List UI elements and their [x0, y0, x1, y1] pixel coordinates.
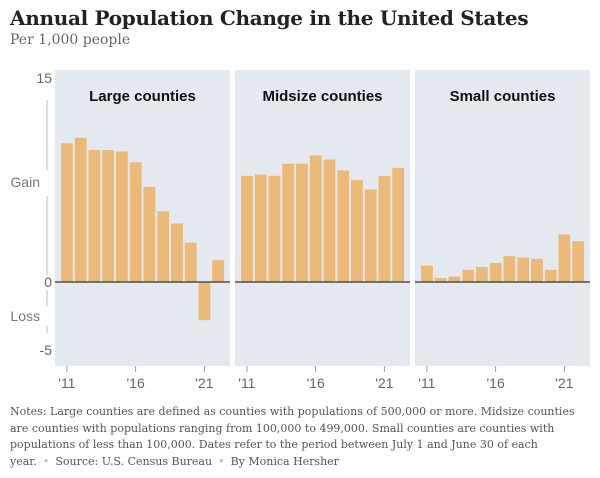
population-change-chart: 15 0 -5 Gain Loss Large counties '11 '16 '21 Mids…: [10, 70, 590, 391]
bar-large-counties-2015: [116, 151, 128, 282]
bar-large-counties-2012: [74, 137, 87, 282]
bar-large-counties-2021: [198, 282, 211, 321]
bar-large-counties-2014: [102, 150, 115, 282]
bar-small-counties-2018: [517, 257, 530, 282]
bar-small-counties-2019: [531, 258, 543, 282]
panel-title-3: Small counties: [450, 88, 556, 105]
panel-title-2: Midsize counties: [262, 88, 382, 105]
bar-midsize-counties-2012: [254, 174, 267, 282]
bar-large-counties-2016: [129, 162, 142, 282]
bar-small-counties-2022: [572, 241, 585, 282]
bar-midsize-counties-2013: [268, 175, 281, 282]
x-tick-label: '16: [487, 375, 505, 391]
x-tick-label: '21: [555, 375, 573, 391]
x-tick-label: '11: [238, 375, 255, 391]
bar-large-counties-2013: [88, 150, 101, 282]
bar-midsize-counties-2022: [392, 167, 405, 282]
bar-small-counties-2012: [434, 277, 447, 282]
bar-small-counties-2013: [448, 276, 461, 282]
chart-subtitle: Per 1,000 people: [10, 32, 131, 48]
bar-midsize-counties-2018: [337, 170, 350, 282]
x-tick-label: '11: [418, 375, 435, 391]
bar-midsize-counties-2020: [364, 189, 377, 282]
y-tick-label: 0: [44, 274, 52, 290]
y-tick-label: -5: [40, 342, 53, 358]
bar-small-counties-2016: [489, 263, 502, 282]
bar-midsize-counties-2014: [282, 163, 295, 282]
bar-small-counties-2015: [476, 267, 488, 282]
chart-title: Annual Population Change in the United S…: [10, 6, 529, 30]
bar-midsize-counties-2016: [309, 155, 322, 282]
notes-text: Notes: Large counties are defined as cou…: [10, 405, 575, 468]
chart-notes: Notes: Large counties are defined as cou…: [10, 404, 592, 470]
x-tick-label: '21: [375, 375, 393, 391]
bar-large-counties-2018: [157, 211, 170, 282]
bar-large-counties-2020: [184, 242, 197, 282]
bar-midsize-counties-2015: [296, 163, 308, 282]
separator-dot-icon: •: [218, 454, 225, 468]
bar-midsize-counties-2021: [378, 175, 391, 282]
bar-large-counties-2017: [143, 186, 156, 282]
bar-small-counties-2017: [503, 256, 516, 282]
bar-midsize-counties-2011: [241, 175, 253, 282]
bar-small-counties-2020: [544, 269, 557, 282]
x-tick-label: '16: [307, 375, 325, 391]
byline-text: By Monica Hersher: [230, 454, 339, 468]
loss-label: Loss: [10, 308, 40, 324]
panel-background-3: [415, 70, 590, 366]
bar-large-counties-2019: [171, 223, 183, 282]
x-tick-label: '21: [195, 375, 213, 391]
bar-midsize-counties-2017: [323, 159, 336, 282]
y-tick-label: 15: [36, 70, 52, 86]
bar-small-counties-2014: [462, 269, 475, 282]
source-text: Source: U.S. Census Bureau: [55, 454, 213, 468]
bar-midsize-counties-2019: [351, 180, 363, 282]
separator-dot-icon: •: [42, 454, 50, 468]
panel-title-1: Large counties: [89, 88, 196, 105]
gain-label: Gain: [10, 174, 40, 190]
x-tick-label: '16: [127, 375, 145, 391]
bar-small-counties-2021: [558, 234, 571, 282]
bar-large-counties-2011: [61, 143, 73, 282]
bar-large-counties-2022: [212, 260, 225, 282]
x-tick-label: '11: [58, 375, 75, 391]
bar-small-counties-2011: [421, 265, 433, 282]
